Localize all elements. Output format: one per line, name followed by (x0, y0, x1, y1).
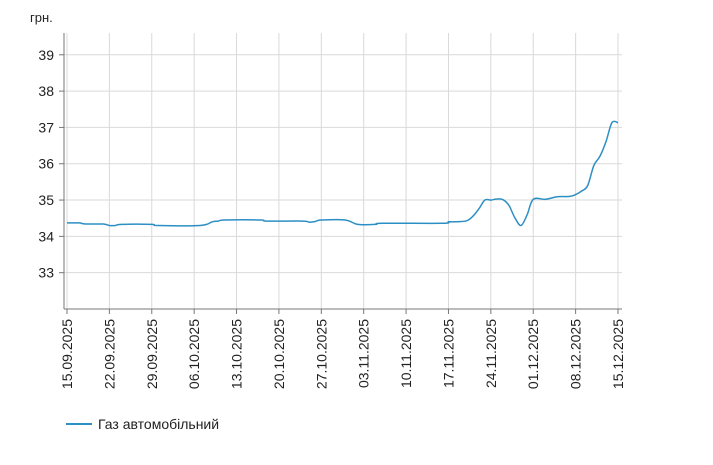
x-tick-label: 08.12.2025 (568, 319, 584, 389)
x-tick-label: 22.09.2025 (101, 319, 117, 389)
x-tick-label: 24.11.2025 (483, 319, 499, 388)
x-tick-label: 01.12.2025 (525, 319, 541, 389)
x-tick-label: 13.10.2025 (229, 319, 245, 389)
y-tick-label: 38 (38, 83, 54, 99)
x-tick-label: 20.10.2025 (271, 319, 287, 389)
y-tick-label: 36 (38, 156, 54, 172)
y-tick-label: 33 (38, 265, 54, 281)
x-tick-label: 15.12.2025 (610, 319, 626, 389)
legend-swatch (66, 423, 92, 425)
y-unit-label: грн. (30, 10, 53, 25)
y-tick-label: 35 (38, 192, 54, 208)
x-tick-label: 29.09.2025 (144, 319, 160, 389)
x-tick-label: 03.11.2025 (356, 319, 372, 388)
y-tick-label: 34 (38, 228, 54, 244)
y-tick-label: 37 (38, 119, 54, 135)
x-tick-label: 06.10.2025 (186, 319, 202, 389)
legend-label: Газ автомобільний (98, 416, 220, 432)
x-tick-label: 17.11.2025 (440, 319, 456, 388)
x-tick-label: 27.10.2025 (313, 319, 329, 389)
series-line (66, 120, 619, 227)
legend: Газ автомобільний (66, 416, 219, 432)
x-tick-label: 15.09.2025 (59, 319, 75, 389)
y-tick-label: 39 (38, 47, 54, 63)
x-tick-label: 10.11.2025 (398, 319, 414, 388)
